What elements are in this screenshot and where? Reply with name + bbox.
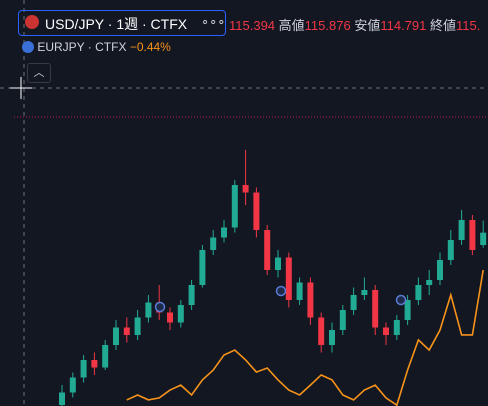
candle-body [188,285,195,305]
candle-body [372,290,379,328]
overlay-line [126,269,484,406]
candle-body [221,227,227,238]
candle-body [415,285,422,300]
candle-body [350,295,357,310]
event-marker [154,301,166,313]
event-marker [395,294,407,306]
candle-body [404,300,411,320]
candle-body [253,192,260,230]
value: 115.876 [304,18,351,33]
candle-body [91,360,98,368]
candle-body [469,220,476,250]
candle-body [285,257,292,300]
candle-body [210,237,217,250]
candle-body [80,360,87,378]
collapse-button[interactable]: ︿ [27,63,51,83]
candle-body [329,330,335,345]
candle-body [134,317,141,335]
candle-body [361,290,368,295]
candle-body [426,280,433,285]
candle-body [480,232,487,245]
candle-body [383,327,389,335]
candle-body [113,327,119,345]
candle-body [393,320,400,335]
overlay-name: EURJPY · CTFX [37,40,127,54]
candle-body [307,282,314,318]
candle-body [102,345,109,368]
candle-body [69,377,76,393]
value: 115. [456,18,481,33]
label: 終値 [430,18,457,33]
label: 高値 [278,18,305,33]
candle-body [275,257,281,270]
candle-body [145,302,152,318]
candle-body [437,260,443,280]
candle-body [339,310,346,330]
candle-body [458,220,465,240]
candle-body [264,230,271,270]
symbol: USD/JPY · 1週 · CTFX [45,16,188,32]
candle-body [177,305,184,323]
value: 114.791 [380,18,427,33]
overlay-change: −0.44% [129,40,171,54]
candle-body [447,240,454,260]
candle-body [242,185,249,193]
ohlc-row: 115.394 高値115.876 安値114.791 終値115. [229,15,480,34]
candle-body [123,327,130,335]
price: 115.394 [229,18,276,33]
candle-body [296,282,303,300]
overlay-icon [22,41,34,53]
overlay-legend[interactable]: EURJPY · CTFX −0.44% [22,40,171,54]
more-button[interactable]: ∘∘∘ [201,14,226,29]
event-marker [275,285,287,297]
flag-icon [25,15,39,29]
label: 安値 [354,18,381,33]
candle-body [231,185,238,228]
candle-body [59,392,65,405]
candle-body [167,312,173,323]
candle-body [199,250,206,285]
symbol-box[interactable]: USD/JPY · 1週 · CTFX ∘∘∘ [18,10,226,36]
candle-body [318,317,325,345]
